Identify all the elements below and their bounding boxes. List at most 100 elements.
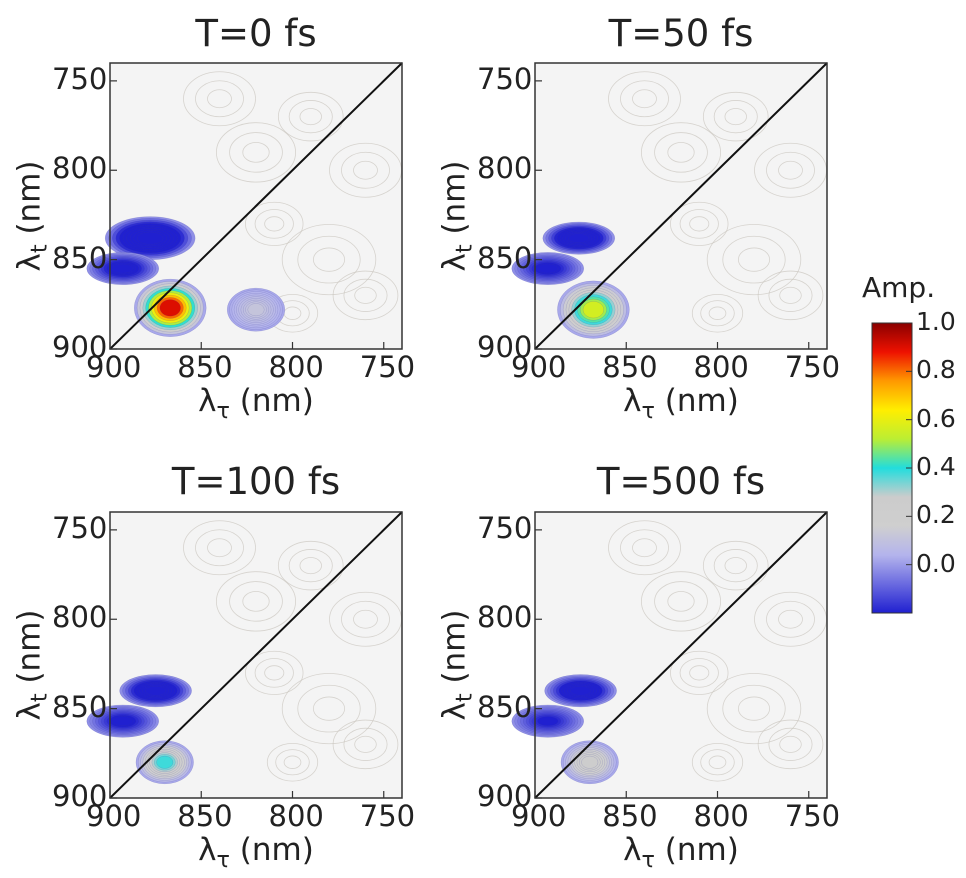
- y-tick-label: 900: [52, 779, 108, 813]
- background-contour: [183, 520, 256, 576]
- x-tick-label: 850: [602, 350, 658, 384]
- colorbar-tick-label: 0.2: [916, 500, 956, 530]
- background-contour: [299, 557, 322, 575]
- background-contour: [722, 684, 786, 733]
- background-contour: [275, 749, 310, 776]
- panel-0: [86, 62, 403, 350]
- background-contour: [343, 727, 388, 761]
- y-tick-label: 800: [52, 151, 108, 186]
- background-contour: [706, 224, 802, 296]
- background-contour: [757, 719, 824, 770]
- plot-frame: [109, 62, 403, 350]
- background-contour: [288, 549, 333, 583]
- background-contour: [341, 151, 390, 189]
- background-contour: [768, 278, 813, 312]
- x-tick-label: 850: [602, 799, 658, 833]
- x-axis-label: λτ (nm): [198, 383, 314, 425]
- background-contour: [312, 247, 345, 272]
- x-tick-label: 900: [86, 799, 142, 833]
- x-tick-label: 800: [268, 350, 324, 384]
- background-contour: [779, 735, 802, 753]
- background-contour: [691, 742, 744, 782]
- feature-2-level-1: [112, 716, 134, 727]
- background-contour: [254, 209, 294, 239]
- background-contour: [654, 581, 708, 622]
- y-axis-label: λt (nm): [436, 160, 478, 272]
- background-contour: [608, 71, 681, 127]
- background-contour: [778, 609, 803, 629]
- background-contour: [713, 549, 758, 583]
- background-contour: [691, 293, 744, 333]
- colorbar-tick-label: 0.8: [916, 355, 956, 385]
- background-contour: [277, 540, 344, 591]
- background-contour: [738, 696, 771, 721]
- feature-0-level-1: [581, 755, 599, 769]
- panel-title: T=0 fs: [195, 12, 317, 55]
- x-tick-label: 850: [177, 799, 233, 833]
- background-contour: [353, 609, 378, 629]
- background-contour: [608, 520, 681, 576]
- background-contour: [312, 696, 345, 721]
- y-tick-label: 750: [477, 510, 533, 545]
- background-contour: [229, 132, 283, 173]
- background-contour: [722, 235, 786, 284]
- background-contour: [724, 557, 747, 575]
- background-contour: [708, 755, 727, 769]
- plot-frame: [534, 511, 828, 799]
- background-contour: [702, 540, 769, 591]
- x-tick-label: 900: [511, 350, 567, 384]
- panel-1: [511, 62, 828, 350]
- feature-2-level-1: [112, 263, 134, 274]
- background-contour: [706, 673, 802, 745]
- background-contour: [702, 91, 769, 142]
- background-contour: [264, 665, 285, 681]
- y-tick-label: 850: [52, 240, 108, 275]
- y-tick-label: 850: [477, 689, 533, 724]
- background-contour: [620, 80, 669, 118]
- y-tick-label: 850: [52, 689, 108, 724]
- y-tick-label: 900: [477, 779, 533, 813]
- x-tick-label: 750: [359, 799, 416, 833]
- background-contour: [689, 216, 710, 232]
- feature-3-level-1: [247, 303, 265, 317]
- y-tick-label: 800: [477, 151, 533, 186]
- panel-title: T=50 fs: [608, 12, 754, 55]
- background-contour: [766, 600, 815, 638]
- background-contour: [215, 122, 296, 183]
- y-tick-label: 800: [477, 600, 533, 635]
- background-contour: [667, 591, 695, 612]
- x-axis-label: λτ (nm): [623, 383, 739, 425]
- y-tick-label: 800: [52, 600, 108, 635]
- x-tick-label: 800: [268, 799, 324, 833]
- background-contour: [700, 749, 735, 776]
- background-contour: [353, 160, 378, 180]
- x-tick-label: 750: [784, 799, 841, 833]
- background-contour: [689, 665, 710, 681]
- background-contour: [713, 100, 758, 134]
- background-contour: [254, 658, 294, 688]
- background-contour: [207, 89, 232, 109]
- x-tick-label: 800: [693, 350, 749, 384]
- panel-title: T=100 fs: [171, 460, 341, 503]
- background-contour: [700, 300, 735, 327]
- panel-title: T=500 fs: [596, 460, 766, 503]
- background-contour: [620, 529, 669, 567]
- background-contour: [641, 122, 722, 183]
- x-axis-label: λτ (nm): [198, 832, 314, 874]
- background-contour: [207, 538, 232, 558]
- background-contour: [343, 278, 388, 312]
- background-contour: [264, 216, 285, 232]
- y-axis-label: λt (nm): [11, 160, 53, 272]
- x-tick-label: 900: [511, 799, 567, 833]
- background-contour: [215, 571, 296, 632]
- background-contour: [245, 201, 304, 246]
- x-tick-label: 850: [177, 350, 233, 384]
- diagonal-line: [109, 62, 403, 350]
- y-tick-label: 750: [477, 61, 533, 96]
- background-contour: [679, 209, 719, 239]
- plot-frame: [109, 511, 403, 799]
- colorbar-title: Amp.: [862, 271, 936, 304]
- background-contour: [632, 538, 657, 558]
